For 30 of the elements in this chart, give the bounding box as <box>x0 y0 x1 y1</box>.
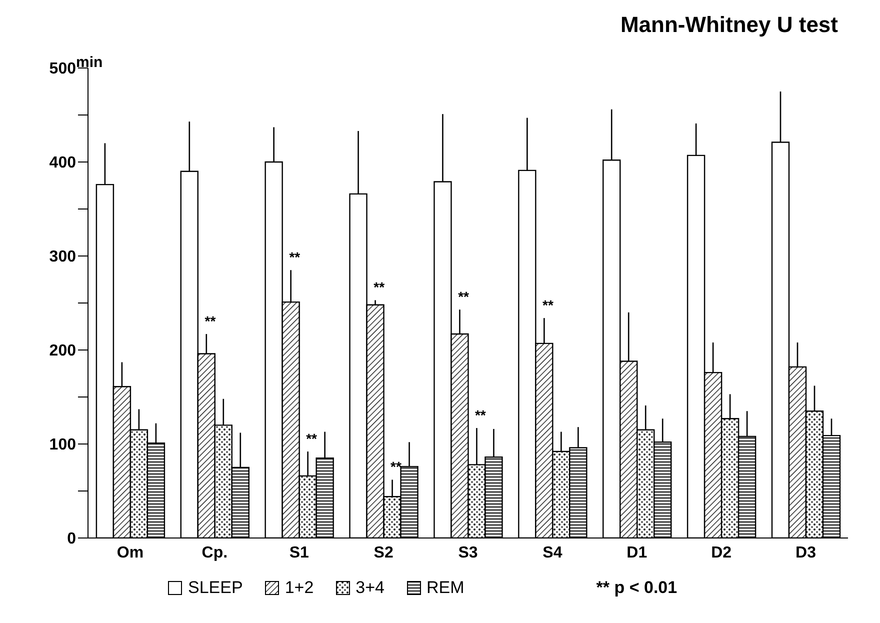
legend-label: SLEEP <box>187 578 243 598</box>
annotation: ** <box>390 458 402 475</box>
legend-label: REM <box>426 578 464 598</box>
x-tick-label: Om <box>116 544 144 562</box>
x-tick-label: S3 <box>458 544 478 562</box>
x-tick-label: S4 <box>542 544 562 562</box>
x-tick-label: S2 <box>374 544 394 562</box>
x-tick-label: D2 <box>711 544 732 562</box>
y-tick-label: 0 <box>67 530 76 548</box>
y-tick-label: 300 <box>49 248 76 266</box>
text: ** p < 0.01 <box>596 578 678 598</box>
y-tick-label: 400 <box>49 154 76 172</box>
annotation: ** <box>204 313 216 330</box>
annotation: ** <box>306 430 318 447</box>
chart-title: Mann-Whitney U test <box>620 12 838 38</box>
annotation: ** <box>474 407 486 424</box>
legend-label: 3+4 <box>354 578 384 598</box>
legend-label: 1+2 <box>284 578 314 598</box>
x-tick-label: S1 <box>289 544 309 562</box>
annotation: ** <box>289 249 301 266</box>
annotation: ** <box>374 279 386 296</box>
y-tick-label: 100 <box>49 436 76 454</box>
y-axis-title: min <box>76 54 103 71</box>
annotation: ** <box>458 288 470 305</box>
y-tick-label: 500 <box>49 60 76 78</box>
x-tick-label: D3 <box>796 544 816 562</box>
x-tick-label: Cp. <box>202 544 228 562</box>
annotation: ** <box>542 297 554 314</box>
x-tick-label: D1 <box>626 544 648 562</box>
y-tick-label: 200 <box>49 342 76 360</box>
